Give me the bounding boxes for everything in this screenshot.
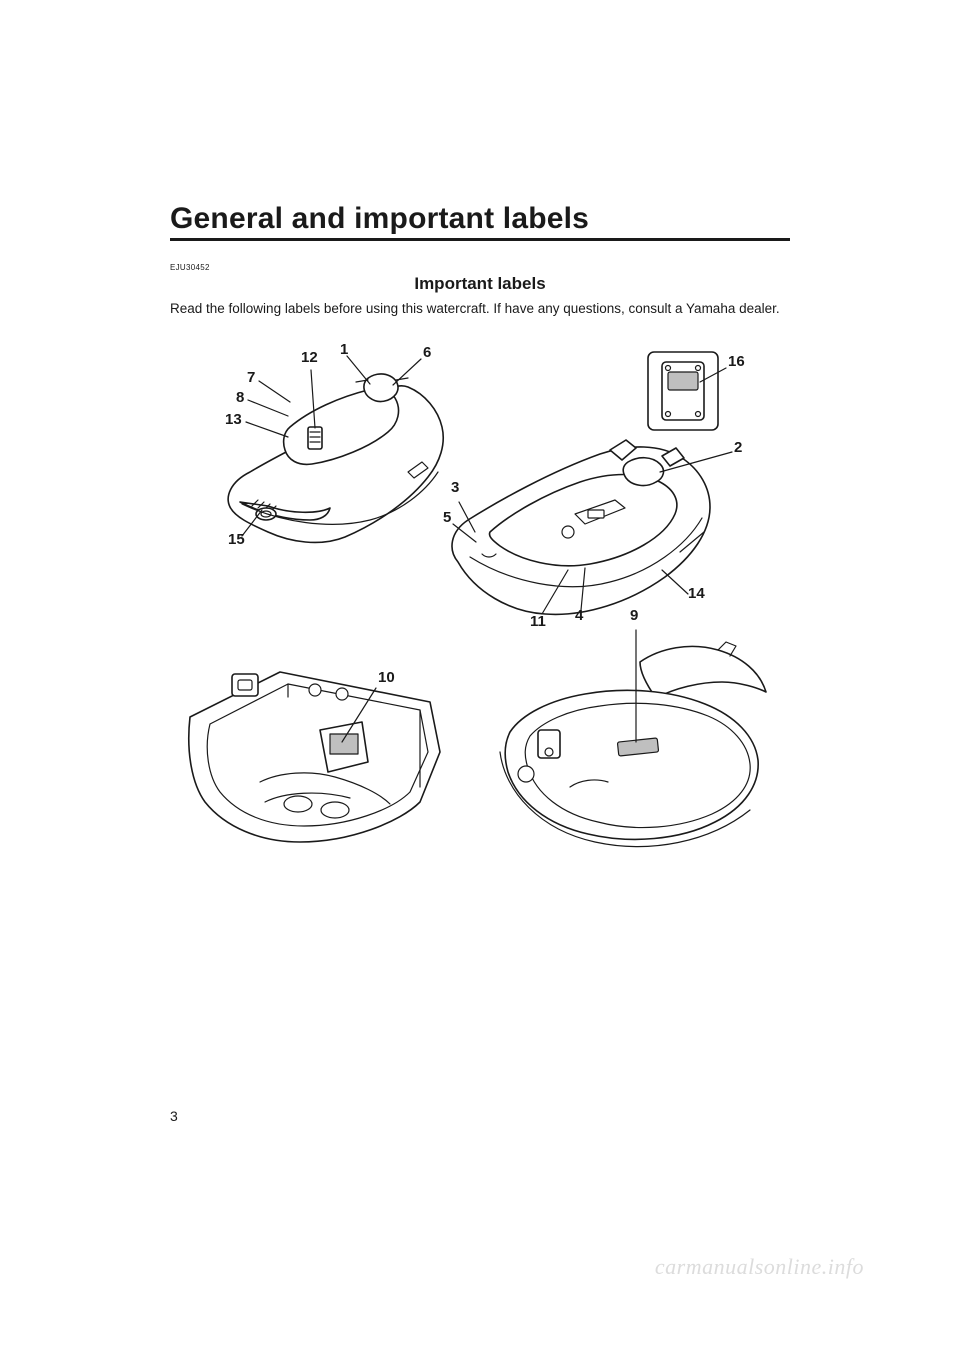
page-number: 3 — [170, 1108, 178, 1124]
callout-number: 13 — [225, 411, 242, 428]
front-storage-view — [500, 642, 766, 847]
watermark-text: carmanualsonline.info — [655, 1254, 864, 1280]
manual-page: General and important labels EJU30452 Im… — [0, 0, 960, 1358]
callout-number: 8 — [236, 389, 244, 406]
section-heading: General and important labels — [170, 202, 790, 238]
callout-number: 15 — [228, 531, 245, 548]
callout-number: 12 — [301, 349, 318, 366]
label-plate-inset — [648, 352, 718, 430]
callout-number: 4 — [575, 607, 584, 624]
callout-number: 9 — [630, 607, 638, 624]
callout-number: 14 — [688, 585, 705, 602]
callout-number: 10 — [378, 669, 395, 686]
callout-number: 6 — [423, 344, 431, 361]
subsection-heading: Important labels — [170, 274, 790, 294]
callout-number: 11 — [530, 613, 546, 630]
callout-leader — [347, 356, 370, 384]
document-reference-code: EJU30452 — [170, 263, 790, 272]
callout-leader — [259, 381, 290, 402]
callout-leader — [246, 422, 288, 437]
callout-leader — [393, 359, 421, 385]
engine-bay-view — [189, 672, 440, 842]
intro-paragraph: Read the following labels before using t… — [170, 300, 790, 318]
callout-number: 2 — [734, 439, 742, 456]
content-column: General and important labels EJU30452 Im… — [170, 202, 790, 902]
callout-number: 1 — [340, 341, 348, 358]
callout-leader — [662, 570, 688, 594]
heading-rule — [170, 238, 790, 241]
watercraft-front-view — [452, 440, 710, 614]
callout-number: 16 — [728, 353, 745, 370]
callout-number: 3 — [451, 479, 459, 496]
callout-number: 7 — [247, 369, 255, 386]
callout-number: 5 — [443, 509, 451, 526]
label-location-diagram: 16127813151623514411910 — [170, 332, 790, 902]
callout-leader — [248, 400, 288, 416]
watercraft-rear-view — [228, 374, 443, 543]
diagram-svg: 16127813151623514411910 — [170, 332, 790, 902]
